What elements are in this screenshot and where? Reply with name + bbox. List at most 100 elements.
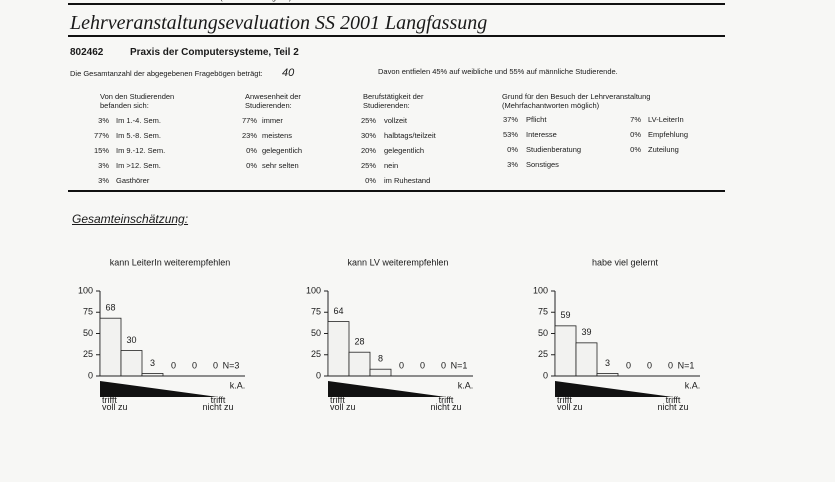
answer: Im >12. Sem. — [116, 161, 161, 170]
gender-note: Davon entfielen 45% auf weibliche und 55… — [378, 67, 618, 76]
scale-wedge — [555, 381, 673, 397]
answer: vollzeit — [384, 116, 407, 125]
percent: 30% — [360, 131, 376, 140]
y-tick-label: 0 — [543, 370, 548, 380]
value-label: 59 — [560, 310, 570, 320]
scale-start-label: trifft voll zu — [557, 395, 583, 412]
answer: gelegentlich — [262, 146, 303, 155]
answer: Im 9.-12. Sem. — [116, 146, 166, 155]
scale-start-label: trifft voll zu — [330, 395, 356, 412]
answer: Empfehlung — [648, 130, 689, 139]
total-value: 40 — [282, 67, 295, 79]
answer: Studienberatung — [526, 145, 582, 154]
category-label: k.A. — [230, 380, 246, 390]
percent: 0% — [365, 176, 376, 185]
y-tick-label: 25 — [311, 349, 321, 359]
person: Prof. Dr. Roland Stolzhauser — [420, 0, 521, 3]
answer: Sonstiges — [526, 160, 559, 169]
value-label: 3 — [605, 358, 610, 368]
percent: 53% — [502, 130, 518, 139]
value-label: 30 — [126, 335, 136, 345]
total-label: Die Gesamtanzahl der abgegebenen Fragebö… — [70, 69, 263, 78]
answer: Gasthörer — [116, 176, 150, 185]
percent: 25% — [360, 161, 376, 170]
scale-end-label: trifft nicht zu — [202, 395, 233, 412]
value-label: 0 — [668, 360, 673, 370]
answer: nein — [384, 161, 399, 170]
column-heading: Von den Studierenden befanden sich: — [100, 92, 175, 110]
category-label: k.A. — [685, 380, 701, 390]
bar — [327, 321, 350, 377]
answer: sehr selten — [262, 161, 299, 170]
y-tick-label: 25 — [538, 349, 548, 359]
column-heading: Berufstätigkeit der Studierenden: — [363, 92, 424, 110]
rule — [68, 3, 725, 5]
answer: Pflicht — [526, 115, 547, 124]
percent: 3% — [98, 116, 109, 125]
value-label: 0 — [441, 360, 446, 370]
answer: meistens — [262, 131, 293, 140]
scale-start-label: trifft voll zu — [102, 395, 128, 412]
y-tick-label: 50 — [538, 328, 548, 338]
bar — [575, 342, 598, 377]
course-number: 802462 — [70, 47, 104, 58]
answer: Im 1.-4. Sem. — [116, 116, 162, 125]
bar — [554, 325, 577, 377]
answer: gelegentlich — [384, 146, 425, 155]
y-tick-label: 50 — [83, 328, 93, 338]
value-label: 8 — [378, 354, 383, 364]
value-label: 0 — [213, 360, 218, 370]
y-tick-label: 100 — [533, 285, 548, 295]
value-label: 64 — [333, 306, 343, 316]
column-heading: Grund für den Besuch der Lehrveranstaltu… — [502, 92, 651, 110]
bar — [120, 350, 143, 377]
scale-wedge — [100, 381, 218, 397]
n-label: N=1 — [451, 360, 468, 370]
percent: 77% — [93, 131, 109, 140]
percent: 23% — [241, 131, 257, 140]
column-heading: Anwesenheit der Studierenden: — [245, 92, 301, 110]
category-label: k.A. — [458, 380, 474, 390]
value-label: 0 — [420, 360, 425, 370]
value-label: 3 — [150, 358, 155, 368]
percent: 0% — [246, 146, 257, 155]
chart-title: kann LV weiterempfehlen — [348, 257, 449, 267]
y-tick-label: 75 — [311, 307, 321, 317]
answer: Im 5.-8. Sem. — [116, 131, 162, 140]
doc-title: Lehrveranstaltungsevaluation SS 2001 Lan… — [70, 12, 488, 34]
bar — [99, 317, 122, 377]
percent: 37% — [502, 115, 518, 124]
percent: 0% — [630, 130, 641, 139]
answer: halbtags/teilzeit — [384, 131, 436, 140]
percent: 15% — [93, 146, 109, 155]
y-tick-label: 75 — [83, 307, 93, 317]
scale-end-label: trifft nicht zu — [430, 395, 461, 412]
scale-wedge — [328, 381, 446, 397]
percent: 3% — [98, 161, 109, 170]
bar — [369, 368, 392, 377]
y-tick-label: 100 — [78, 285, 93, 295]
course-name: Praxis der Computersysteme, Teil 2 — [130, 47, 299, 58]
value-label: 68 — [105, 303, 115, 313]
value-label: 28 — [354, 337, 364, 347]
scale-end-label: trifft nicht zu — [657, 395, 688, 412]
value-label: 0 — [626, 360, 631, 370]
percent: 0% — [507, 145, 518, 154]
percent: 20% — [360, 146, 376, 155]
answer: Interesse — [526, 130, 557, 139]
answer: Zuteilung — [648, 145, 679, 154]
answer: im Ruhestand — [384, 176, 431, 185]
y-tick-label: 0 — [88, 370, 93, 380]
rule — [68, 35, 725, 37]
answer: LV-LeiterIn — [648, 115, 684, 124]
section-title: Gesamteinschätzung: — [72, 212, 189, 226]
percent: 3% — [98, 176, 109, 185]
chart-title: kann LeiterIn weiterempfehlen — [110, 257, 231, 267]
y-tick-label: 0 — [316, 370, 321, 380]
percent: 7% — [630, 115, 641, 124]
n-label: N=3 — [223, 360, 240, 370]
value-label: 0 — [171, 360, 176, 370]
rule — [68, 190, 725, 192]
